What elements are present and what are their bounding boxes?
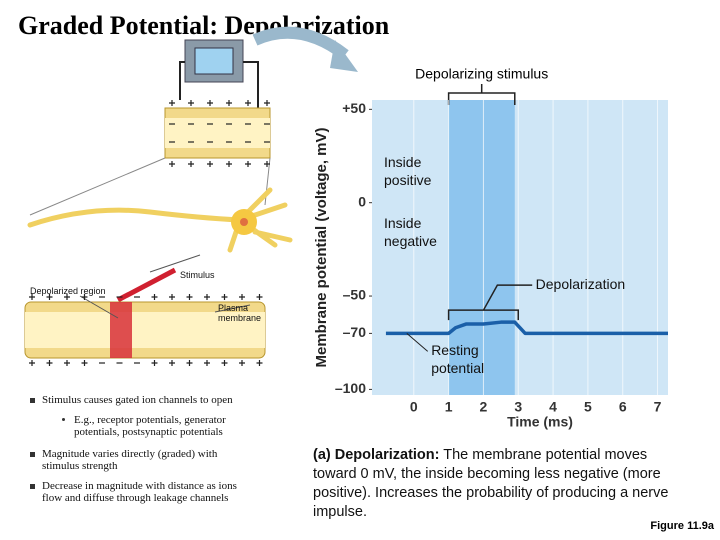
- x-tick-label: 1: [445, 399, 453, 415]
- stimulus-leader: [149, 254, 201, 273]
- plus-sign: [264, 161, 270, 167]
- plus-sign: [239, 360, 245, 366]
- plus-sign: [245, 161, 251, 167]
- pointer-arrowhead: [330, 40, 358, 72]
- caption: (a) Depolarization: The membrane potenti…: [313, 446, 673, 522]
- plus-sign: [188, 100, 194, 106]
- x-tick-label: 0: [410, 399, 418, 415]
- plus-sign: [29, 294, 35, 300]
- plus-sign: [81, 360, 88, 366]
- plus-sign: [46, 294, 53, 300]
- plus-sign: [221, 294, 228, 300]
- bullet: E.g., receptor potentials, generator pot…: [74, 414, 226, 438]
- electrode-wire: [179, 61, 259, 125]
- y-tick-label: –100: [335, 380, 366, 396]
- depolarized-region-label: Depolarized region: [30, 286, 106, 296]
- annotation: Depolarization: [535, 276, 626, 293]
- depolarized-region: [110, 302, 132, 358]
- caption-label: (a) Depolarization:: [313, 447, 440, 463]
- plus-sign: [204, 360, 210, 366]
- x-tick-label: 5: [584, 399, 592, 415]
- bullet: Stimulus causes gated ion channels to op…: [42, 394, 233, 406]
- plus-sign: [239, 294, 245, 300]
- plasma-membrane-label: Plasma membrane: [218, 303, 262, 323]
- caption-text: The membrane potential moves toward 0 mV…: [313, 447, 669, 520]
- stimulus-band: [448, 100, 515, 395]
- bullet-marker: [30, 484, 35, 489]
- annotation: Inside negative: [384, 215, 437, 249]
- annotation: Inside positive: [384, 154, 432, 188]
- charge-signs: [29, 100, 270, 366]
- plus-sign: [64, 360, 70, 366]
- depolarization-bracket: [447, 284, 533, 321]
- zoom-lines: [29, 157, 271, 216]
- stimulus-label: Depolarizing stimulus: [415, 66, 548, 82]
- y-tick-label: –50: [343, 287, 367, 303]
- bullet-marker: [30, 452, 35, 457]
- plus-sign: [264, 100, 270, 106]
- plus-sign: [169, 294, 175, 300]
- figure-label: Figure 11.9a: [650, 520, 714, 532]
- x-tick-label: 2: [480, 399, 488, 415]
- plus-sign: [64, 294, 70, 300]
- plus-sign: [207, 161, 213, 167]
- plus-sign: [186, 294, 193, 300]
- plus-sign: [204, 294, 210, 300]
- plus-sign: [29, 360, 35, 366]
- annotation: Resting potential: [431, 342, 485, 377]
- plus-sign: [256, 360, 263, 366]
- plus-sign: [186, 360, 193, 366]
- bullet: Magnitude varies directly (graded) with …: [42, 448, 218, 472]
- resting-leader: [406, 333, 429, 352]
- plus-sign: [245, 100, 251, 106]
- x-tick-label: 7: [654, 399, 662, 415]
- plus-sign: [188, 161, 194, 167]
- x-tick-label: 6: [619, 399, 627, 415]
- membrane-leader: [214, 304, 251, 313]
- plus-sign: [169, 161, 175, 167]
- plus-sign: [207, 100, 213, 106]
- bullet-marker: [62, 418, 65, 421]
- y-tick-label: +50: [342, 100, 366, 116]
- plus-sign: [221, 360, 228, 366]
- plus-sign: [226, 161, 232, 167]
- voltmeter-screen: [194, 47, 234, 75]
- voltage-line: [385, 320, 668, 336]
- bullet-marker: [30, 398, 35, 403]
- bullet: Decrease in magnitude with distance as i…: [42, 480, 237, 504]
- y-tick-label: –70: [343, 324, 367, 340]
- stimulus-probe: [116, 267, 177, 303]
- plus-sign: [151, 294, 158, 300]
- x-axis-label: Time (ms): [507, 414, 573, 430]
- x-tick-label: 3: [514, 399, 522, 415]
- plus-sign: [81, 294, 88, 300]
- y-axis-label: Membrane potential (voltage, mV): [313, 127, 330, 367]
- plus-sign: [256, 294, 263, 300]
- slide-title: Graded Potential: Depolarization: [18, 11, 390, 40]
- axon-interior: [25, 312, 265, 348]
- plus-sign: [226, 100, 232, 106]
- x-tick-label: 4: [549, 399, 557, 415]
- plus-sign: [151, 360, 158, 366]
- stimulus-bracket: [447, 84, 516, 105]
- plus-sign: [46, 360, 53, 366]
- axon-interior: [165, 118, 270, 148]
- region-leader: [79, 295, 119, 319]
- plus-sign: [169, 100, 175, 106]
- nucleus: [240, 218, 248, 226]
- plus-sign: [169, 360, 175, 366]
- stimulus-label: Stimulus: [180, 270, 215, 280]
- neuron: [27, 187, 293, 253]
- y-tick-label: 0: [358, 193, 366, 209]
